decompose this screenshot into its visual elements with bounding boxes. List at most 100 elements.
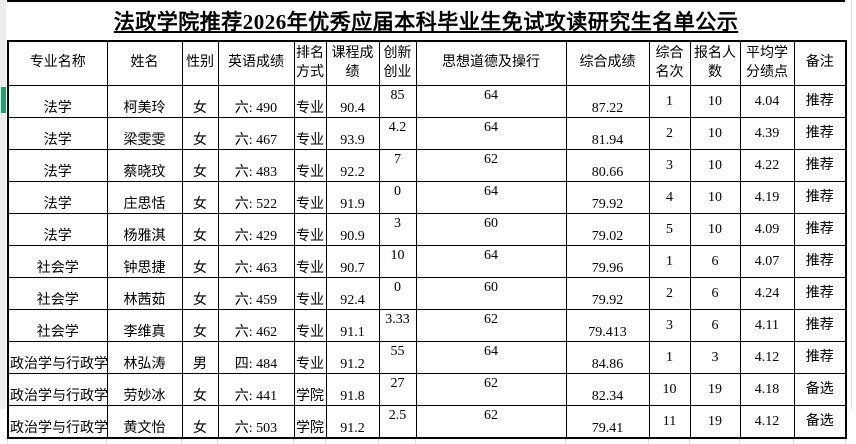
cell-composite-rank[interactable]: 3 — [648, 309, 691, 342]
cell-applicant-count[interactable]: 6 — [689, 277, 741, 310]
cell-name[interactable]: 林弘涛 — [106, 341, 183, 374]
cell-composite-score[interactable]: 81.94 — [565, 117, 650, 150]
cell-composite-rank[interactable]: 2 — [648, 277, 691, 310]
cell-name[interactable]: 黄文怡 — [106, 405, 183, 439]
cell-innovation[interactable]: 4.2 — [378, 117, 417, 150]
cell-composite-score[interactable]: 79.41 — [565, 405, 650, 439]
cell-major[interactable]: 政治学与行政学 — [7, 405, 108, 439]
cell-innovation[interactable]: 2.5 — [378, 405, 417, 439]
cell-remark[interactable]: 推荐 — [793, 85, 847, 118]
cell-major[interactable]: 法学 — [7, 213, 108, 246]
column-header-course-score[interactable]: 课程成绩 — [325, 40, 380, 86]
cell-gender[interactable]: 女 — [181, 181, 219, 214]
cell-applicant-count[interactable]: 6 — [689, 309, 741, 342]
column-header-composite-score[interactable]: 综合成绩 — [565, 40, 650, 86]
cell-course-score[interactable]: 91.2 — [325, 341, 380, 374]
cell-gpa[interactable]: 4.09 — [739, 213, 795, 246]
cell-gender[interactable]: 男 — [181, 341, 219, 374]
cell-gender[interactable]: 女 — [181, 373, 219, 406]
cell-remark[interactable]: 推荐 — [793, 245, 847, 278]
cell-english-score[interactable]: 六: 462 — [217, 309, 295, 342]
cell-gpa[interactable]: 4.12 — [739, 405, 795, 439]
cell-course-score[interactable]: 91.1 — [325, 309, 380, 342]
cell-remark[interactable]: 推荐 — [793, 309, 847, 342]
cell-remark[interactable]: 推荐 — [793, 341, 847, 374]
column-header-innovation[interactable]: 创新创业 — [378, 40, 417, 86]
cell-applicant-count[interactable]: 10 — [689, 181, 741, 214]
cell-composite-score[interactable]: 79.92 — [565, 181, 650, 214]
cell-gender[interactable]: 女 — [181, 149, 219, 182]
cell-name[interactable]: 柯美玲 — [106, 85, 183, 118]
cell-name[interactable]: 蔡晓玟 — [106, 149, 183, 182]
cell-english-score[interactable]: 六: 429 — [217, 213, 295, 246]
cell-moral-conduct[interactable]: 60 — [415, 213, 567, 246]
cell-moral-conduct[interactable]: 64 — [415, 85, 567, 118]
cell-ranking-method[interactable]: 专业 — [293, 277, 327, 310]
cell-innovation[interactable]: 0 — [378, 277, 417, 310]
cell-ranking-method[interactable]: 专业 — [293, 181, 327, 214]
cell-gpa[interactable]: 4.22 — [739, 149, 795, 182]
cell-ranking-method[interactable]: 学院 — [293, 373, 327, 406]
column-header-moral-conduct[interactable]: 思想道德及操行 — [415, 40, 567, 86]
cell-major[interactable]: 法学 — [7, 181, 108, 214]
cell-composite-rank[interactable]: 10 — [648, 373, 691, 406]
cell-composite-score[interactable]: 80.66 — [565, 149, 650, 182]
cell-gender[interactable]: 女 — [181, 117, 219, 150]
cell-english-score[interactable]: 四: 484 — [217, 341, 295, 374]
cell-composite-rank[interactable]: 5 — [648, 213, 691, 246]
column-header-name[interactable]: 姓名 — [106, 40, 183, 86]
cell-innovation[interactable]: 7 — [378, 149, 417, 182]
cell-english-score[interactable]: 六: 459 — [217, 277, 295, 310]
cell-gpa[interactable]: 4.24 — [739, 277, 795, 310]
column-header-english-score[interactable]: 英语成绩 — [217, 40, 295, 86]
cell-moral-conduct[interactable]: 62 — [415, 373, 567, 406]
cell-ranking-method[interactable]: 专业 — [293, 117, 327, 150]
cell-ranking-method[interactable]: 专业 — [293, 245, 327, 278]
column-header-major[interactable]: 专业名称 — [7, 40, 108, 86]
cell-ranking-method[interactable]: 专业 — [293, 309, 327, 342]
cell-moral-conduct[interactable]: 62 — [415, 149, 567, 182]
cell-composite-rank[interactable]: 1 — [648, 245, 691, 278]
cell-name[interactable]: 梁雯雯 — [106, 117, 183, 150]
cell-moral-conduct[interactable]: 64 — [415, 181, 567, 214]
cell-major[interactable]: 政治学与行政学 — [7, 373, 108, 406]
cell-moral-conduct[interactable]: 62 — [415, 309, 567, 342]
cell-english-score[interactable]: 六: 522 — [217, 181, 295, 214]
cell-applicant-count[interactable]: 19 — [689, 373, 741, 406]
cell-course-score[interactable]: 90.9 — [325, 213, 380, 246]
cell-name[interactable]: 劳妙冰 — [106, 373, 183, 406]
cell-ranking-method[interactable]: 专业 — [293, 213, 327, 246]
cell-applicant-count[interactable]: 19 — [689, 405, 741, 439]
cell-innovation[interactable]: 55 — [378, 341, 417, 374]
cell-composite-rank[interactable]: 4 — [648, 181, 691, 214]
cell-gender[interactable]: 女 — [181, 405, 219, 439]
cell-course-score[interactable]: 91.8 — [325, 373, 380, 406]
cell-composite-rank[interactable]: 2 — [648, 117, 691, 150]
cell-major[interactable]: 社会学 — [7, 245, 108, 278]
cell-composite-rank[interactable]: 1 — [648, 341, 691, 374]
cell-remark[interactable]: 备选 — [793, 405, 847, 439]
cell-major[interactable]: 社会学 — [7, 309, 108, 342]
column-header-gender[interactable]: 性别 — [181, 40, 219, 86]
column-header-remark[interactable]: 备注 — [793, 40, 847, 86]
cell-innovation[interactable]: 10 — [378, 245, 417, 278]
cell-gpa[interactable]: 4.18 — [739, 373, 795, 406]
cell-innovation[interactable]: 0 — [378, 181, 417, 214]
cell-gpa[interactable]: 4.07 — [739, 245, 795, 278]
cell-ranking-method[interactable]: 学院 — [293, 405, 327, 439]
cell-composite-score[interactable]: 79.413 — [565, 309, 650, 342]
cell-english-score[interactable]: 六: 490 — [217, 85, 295, 118]
column-header-ranking-method[interactable]: 排名方式 — [293, 40, 327, 86]
cell-composite-score[interactable]: 82.34 — [565, 373, 650, 406]
cell-applicant-count[interactable]: 10 — [689, 117, 741, 150]
cell-course-score[interactable]: 90.4 — [325, 85, 380, 118]
cell-moral-conduct[interactable]: 64 — [415, 117, 567, 150]
column-header-composite-rank[interactable]: 综合名次 — [648, 40, 691, 86]
cell-gender[interactable]: 女 — [181, 85, 219, 118]
cell-course-score[interactable]: 91.9 — [325, 181, 380, 214]
cell-course-score[interactable]: 92.4 — [325, 277, 380, 310]
cell-composite-score[interactable]: 79.96 — [565, 245, 650, 278]
cell-remark[interactable]: 推荐 — [793, 277, 847, 310]
cell-english-score[interactable]: 六: 441 — [217, 373, 295, 406]
cell-ranking-method[interactable]: 专业 — [293, 149, 327, 182]
